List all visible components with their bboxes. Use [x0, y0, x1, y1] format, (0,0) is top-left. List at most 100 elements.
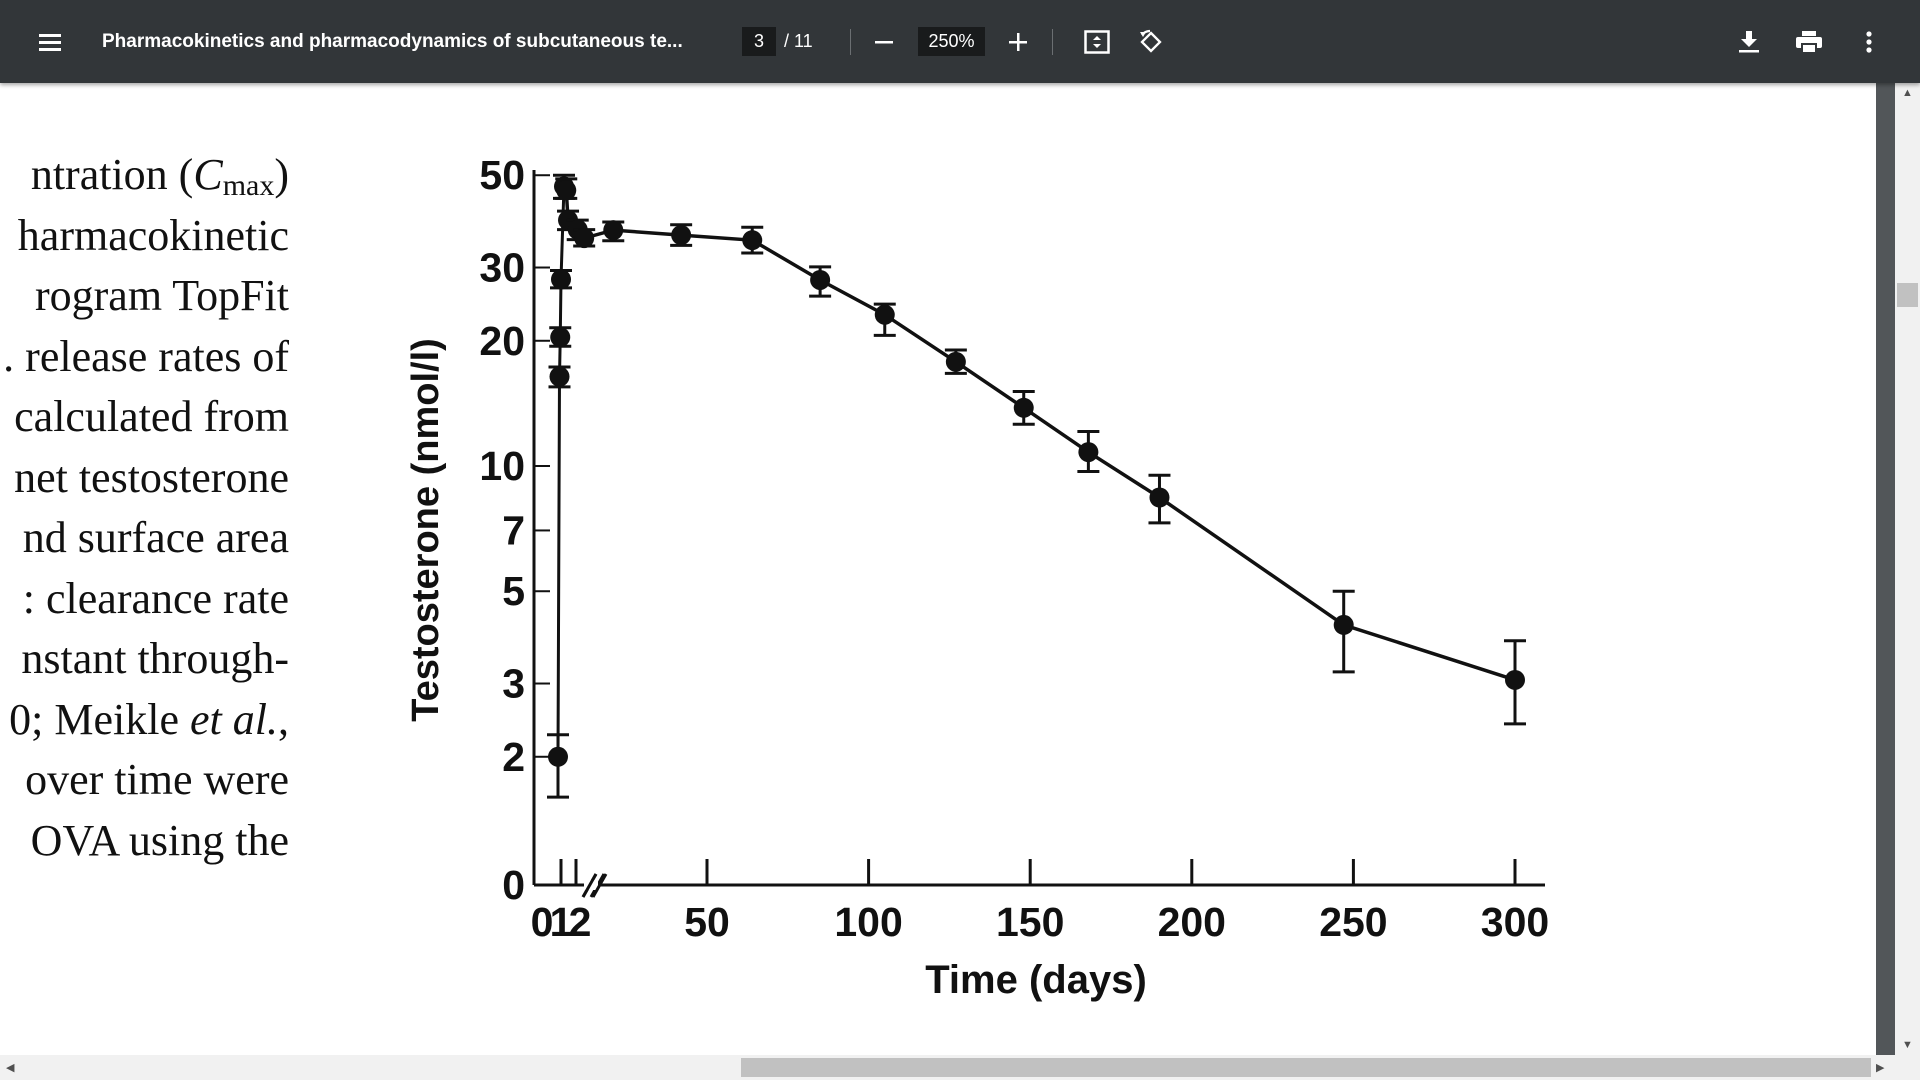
data-point [945, 351, 966, 372]
document-title: Pharmacokinetics and pharmacodynamics of… [102, 30, 683, 52]
axis-break-mark [581, 873, 608, 898]
text-span: calculated from [14, 392, 289, 441]
body-text-column: ntration (Cmax) harmacokinetic rogram TopF… [0, 145, 289, 871]
text-pre: rogram TopFit [35, 271, 289, 320]
pdf-page: ntration (Cmax) harmacokinetic rogram TopF… [0, 83, 1876, 1055]
horizontal-scroll-thumb[interactable] [741, 1058, 1871, 1077]
body-text-line: OVA using the [0, 811, 289, 872]
text-pre: harmacokinetic [17, 210, 289, 260]
body-text-line: nd surface area [0, 508, 289, 569]
x-tick-label: 1 [550, 899, 573, 945]
y-tick-label: 7 [502, 507, 525, 553]
y-axis-label: Testosterone (nmol/l) [405, 338, 447, 722]
more-icon[interactable] [1851, 24, 1887, 60]
data-point [548, 746, 568, 767]
x-tick-label: 50 [684, 899, 730, 945]
text-pre: 0; Meikle [9, 694, 191, 744]
data-point [671, 225, 692, 246]
y-tick-label: 5 [502, 568, 525, 614]
y-tick-label: 3 [502, 661, 525, 707]
y-tick-label: 0 [502, 862, 525, 908]
data-point [1505, 669, 1525, 690]
data-point [551, 269, 571, 290]
data-point [810, 269, 831, 290]
text-span: ntration (Cmax) [30, 150, 289, 202]
zoom-level-input[interactable]: 250% [918, 27, 985, 56]
data-point [1149, 487, 1170, 508]
body-text-line: rogram TopFit [0, 266, 289, 327]
scroll-right-icon[interactable]: ▶ [1876, 1062, 1885, 1074]
zoom-in-icon[interactable] [1000, 24, 1036, 60]
x-tick-label: 100 [834, 899, 902, 945]
text-post: , [278, 694, 289, 744]
data-point [556, 180, 577, 201]
data-point [574, 228, 595, 249]
body-text-line: over time were [0, 750, 289, 811]
horizontal-scrollbar[interactable]: ◀ ▶ [0, 1055, 1920, 1080]
data-point [1013, 397, 1034, 418]
scroll-down-icon[interactable]: ▼ [1902, 1039, 1913, 1051]
data-point [1078, 442, 1099, 463]
download-icon[interactable] [1731, 24, 1767, 60]
data-point [1333, 614, 1354, 635]
y-tick-label: 20 [479, 318, 525, 364]
text-span: nstant through- [21, 634, 289, 683]
fit-page-icon[interactable] [1079, 24, 1115, 60]
text-span: nd surface area [23, 513, 289, 562]
text-span: OVA using the [31, 816, 289, 865]
text-pre: . release rates of [3, 331, 289, 381]
body-text-line: ntration (Cmax) [0, 145, 289, 206]
text-span: over time were [25, 755, 289, 804]
text-span: . release rates of [3, 332, 289, 381]
data-point [550, 327, 571, 348]
body-text-line: : clearance rate [0, 569, 289, 630]
text-pre: ntration ( [30, 150, 194, 199]
y-tick-label: 2 [502, 734, 525, 780]
menu-icon[interactable] [32, 24, 68, 60]
print-icon[interactable] [1791, 24, 1827, 60]
data-line [562, 185, 1516, 682]
data-point [742, 230, 763, 251]
page-total: / 11 [784, 31, 813, 51]
text-pre: net testosterone [14, 452, 289, 502]
y-tick-label: 30 [479, 245, 525, 291]
text-pre: calculated from [14, 392, 289, 441]
x-tick-label: 0 [531, 899, 554, 945]
body-text-line: 0; Meikle et al., [0, 690, 289, 751]
text-post: ) [274, 150, 289, 199]
text-italic: et al. [190, 694, 278, 744]
divider [1052, 29, 1053, 55]
text-pre: nd surface area [22, 513, 289, 562]
data-point [603, 220, 624, 241]
x-tick-label: 150 [996, 899, 1064, 945]
text-span: rogram TopFit [35, 271, 289, 320]
pdf-toolbar: Pharmacokinetics and pharmacodynamics of… [0, 0, 1920, 83]
text-span: net testosterone [14, 453, 289, 502]
text-span: 0; Meikle et al., [9, 695, 289, 744]
body-text-line: net testosterone [0, 448, 289, 509]
zoom-out-icon[interactable] [866, 24, 902, 60]
text-italic: C [193, 150, 223, 199]
y-tick-label: 50 [479, 152, 525, 198]
body-text-line: calculated from [0, 387, 289, 448]
text-sub: max [222, 169, 275, 202]
x-tick-label: 250 [1319, 899, 1387, 945]
scroll-up-icon[interactable]: ▲ [1902, 87, 1913, 99]
x-tick-label: 200 [1158, 899, 1226, 945]
vertical-scrollbar[interactable]: ▲ ▼ [1895, 83, 1920, 1055]
data-point [874, 304, 895, 325]
x-axis-label: Time (days) [925, 958, 1147, 1002]
x-tick-label: 2 [569, 899, 592, 945]
body-text-line: nstant through- [0, 629, 289, 690]
text-pre: : clearance rate [22, 573, 289, 623]
text-pre: nstant through- [21, 634, 289, 683]
divider [850, 29, 851, 55]
data-point [549, 366, 570, 387]
rotate-icon[interactable] [1133, 24, 1169, 60]
page-number-input[interactable]: 3 [742, 27, 776, 56]
scroll-left-icon[interactable]: ◀ [6, 1062, 15, 1074]
vertical-scroll-thumb[interactable] [1897, 283, 1918, 307]
text-pre: over time were [25, 755, 289, 804]
y-tick-label: 10 [479, 443, 525, 489]
text-span: : clearance rate [23, 574, 289, 623]
